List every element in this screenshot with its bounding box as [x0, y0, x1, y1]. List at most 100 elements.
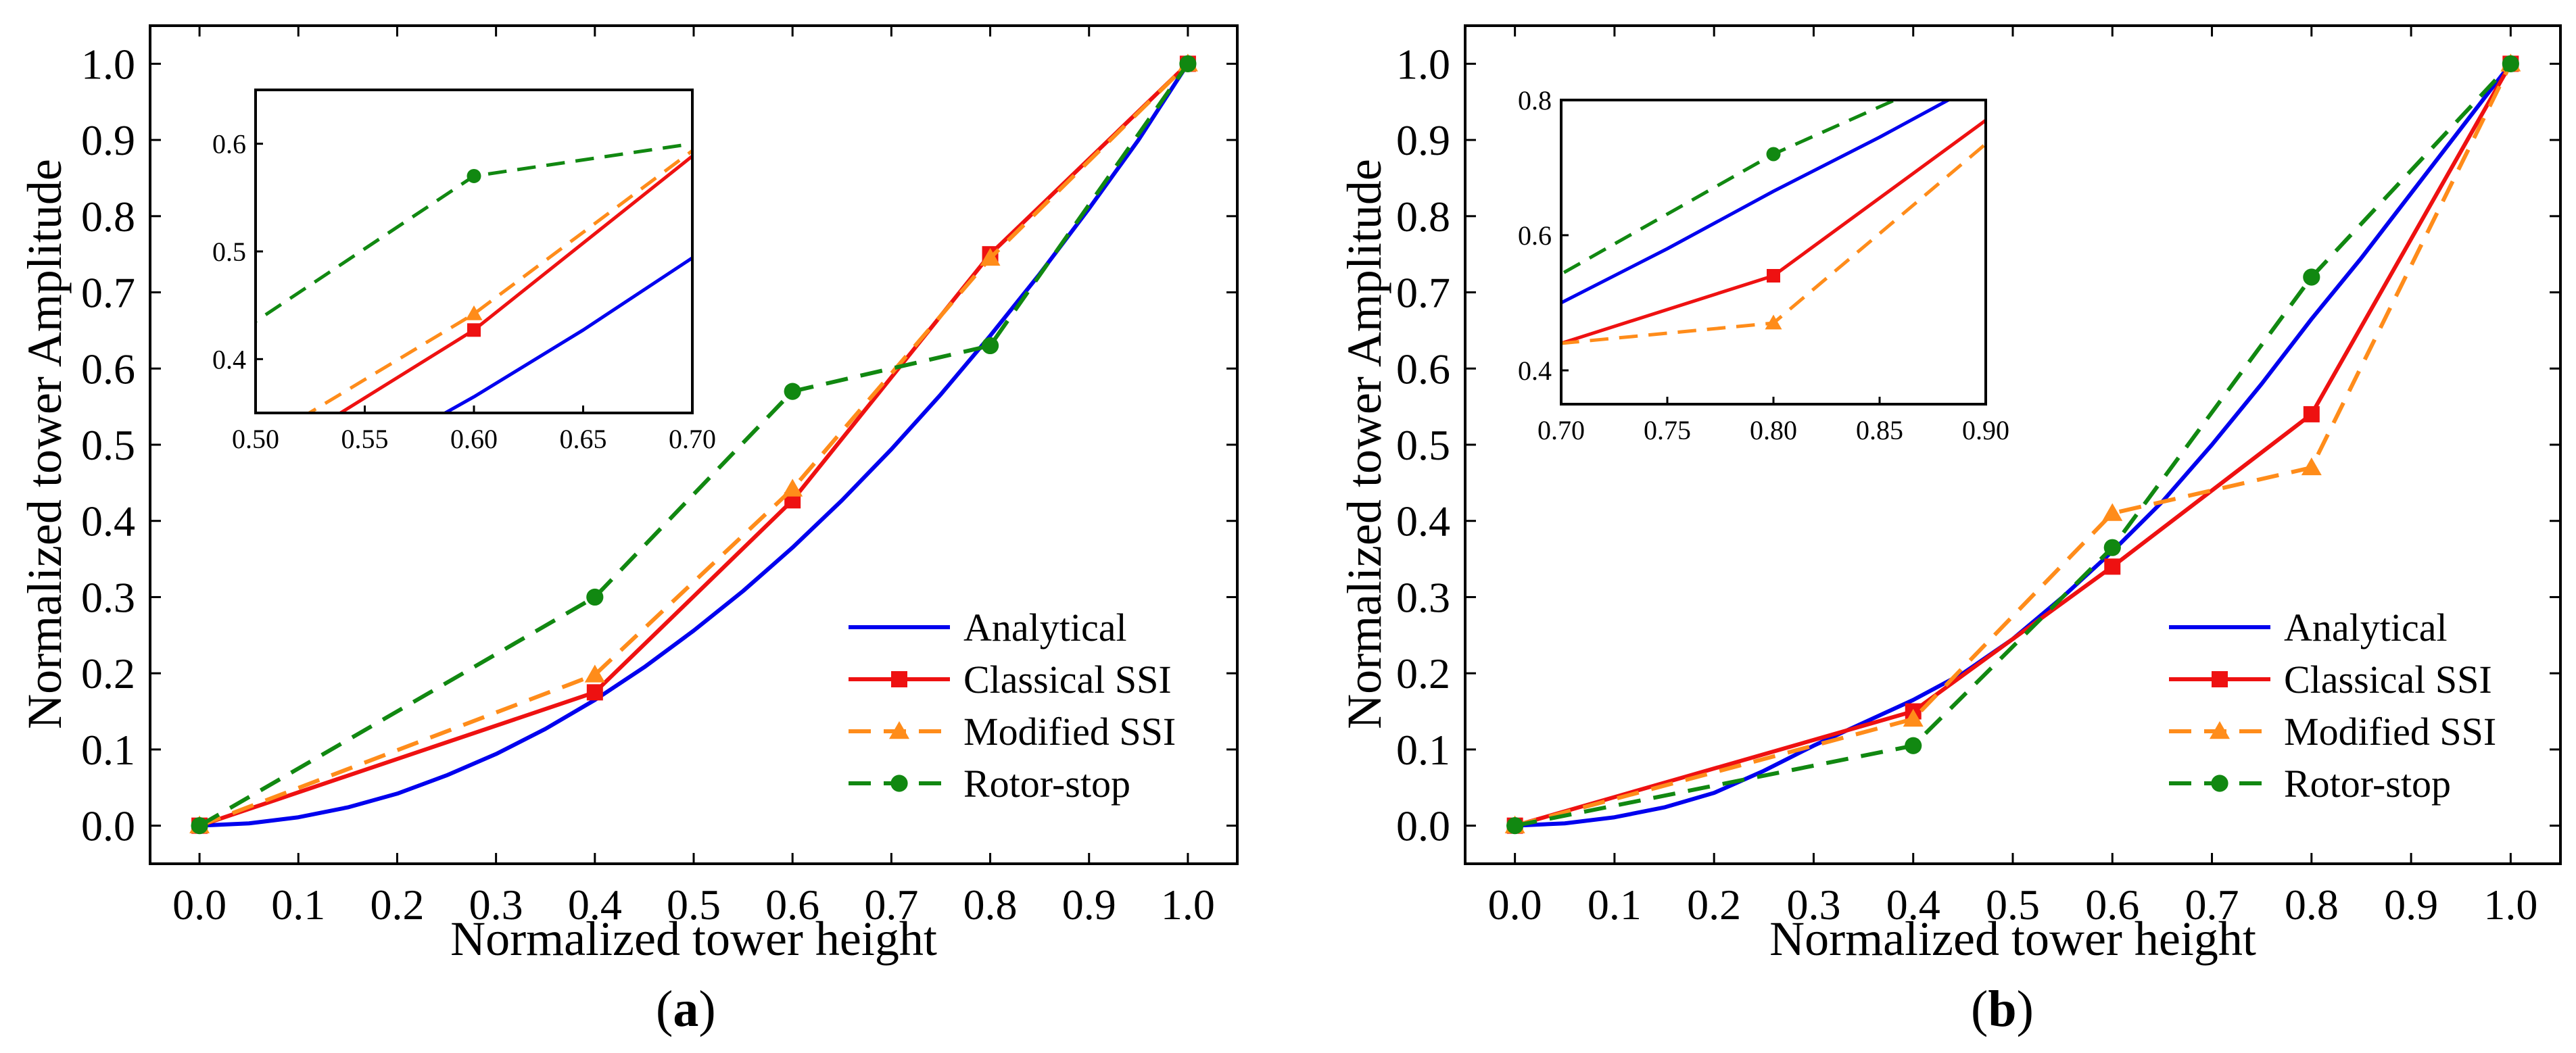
inset-y-tick-label: 0.4 [212, 344, 246, 374]
legend-marker-rotor-stop [890, 775, 908, 792]
inset-x-tick-label: 0.75 [1644, 415, 1691, 445]
inset-background [1561, 100, 1986, 404]
x-tick-label: 0.5 [1986, 881, 2040, 929]
legend-marker-modified-ssi [2210, 721, 2230, 739]
rotor-stop-marker [981, 337, 999, 355]
inset-classical-ssi-marker [467, 323, 481, 337]
inset-rotor-stop-marker [904, 104, 918, 118]
rotor-stop-marker [2303, 268, 2320, 286]
legend-label-analytical: Analytical [2284, 606, 2448, 650]
inset-x-tick-label: 0.60 [450, 424, 498, 454]
panel-label: (a) [656, 981, 716, 1037]
inset-modified-ssi-marker [916, 538, 933, 553]
y-tick-label: 0.1 [81, 726, 135, 774]
classical-ssi-marker [2303, 406, 2320, 422]
x-tick-label: 0.9 [1062, 881, 1116, 929]
inset-y-tick-label: 0.6 [212, 129, 246, 160]
inset-modified-ssi-marker [465, 305, 483, 320]
y-tick-label: 0.7 [1396, 269, 1450, 317]
legend-label-analytical: Analytical [963, 606, 1127, 650]
inset-classical-ssi-marker [1767, 269, 1780, 283]
legend-label-rotor-stop: Rotor-stop [963, 762, 1130, 806]
y-tick-label: 0.4 [81, 497, 135, 545]
series-line-analytical [199, 62, 1190, 828]
rotor-stop-marker [2103, 539, 2121, 556]
rotor-stop-marker [1905, 737, 1922, 754]
panel-label-paren-open: ( [1971, 981, 1988, 1037]
inset-x-tick-label: 0.70 [1537, 415, 1585, 445]
rotor-stop-marker [586, 588, 604, 606]
y-tick-label: 0.1 [1396, 726, 1450, 774]
y-tick-label: 0.8 [1396, 193, 1450, 241]
inset-x-tick-label: 0.70 [669, 424, 716, 454]
series-group [189, 53, 1198, 835]
x-tick-label: 0.0 [172, 881, 226, 929]
x-tick-label: 0.3 [1786, 881, 1840, 929]
y-axis-title: Normalized tower Amplitude [1337, 159, 1391, 729]
rotor-stop-marker [191, 817, 208, 835]
y-tick-label: 0.4 [1396, 497, 1450, 545]
x-tick-label: 0.1 [1588, 881, 1642, 929]
y-tick-label: 0.0 [1396, 802, 1450, 850]
y-tick-label: 0.9 [81, 116, 135, 164]
y-tick-label: 0.2 [81, 650, 135, 697]
y-tick-label: 1.0 [81, 40, 135, 88]
inset-series-line-classical-ssi [1561, 118, 1986, 345]
y-tick-label: 0.3 [1396, 573, 1450, 621]
inset-classical-ssi-marker [917, 533, 931, 546]
inset-series-line-analytical [1561, 100, 1952, 305]
inset-series-group [916, 100, 1986, 577]
inset-rotor-stop-marker [917, 563, 932, 577]
legend-label-rotor-stop: Rotor-stop [2284, 762, 2451, 806]
classical-ssi-marker [2104, 558, 2121, 575]
series-group [1504, 53, 2521, 835]
x-tick-label: 0.7 [864, 881, 918, 929]
x-tick-label: 1.0 [1161, 881, 1215, 929]
legend: Analytical Classical SSI Modified SSI Rotor… [2169, 606, 2496, 806]
legend-label-modified-ssi: Modified SSI [2284, 710, 2496, 754]
inset-y-tick-label: 0.8 [1518, 85, 1552, 116]
y-tick-label: 0.7 [81, 269, 135, 317]
x-axis-title: Normalized tower height [450, 912, 937, 966]
x-tick-label: 0.2 [370, 881, 424, 929]
panel-label: (b) [1971, 981, 2034, 1037]
modified-ssi-marker [1903, 708, 1924, 727]
legend: Analytical Classical SSI Modified SSI Rotor… [849, 606, 1176, 806]
y-tick-label: 1.0 [1396, 40, 1450, 88]
y-tick-label: 0.6 [81, 345, 135, 393]
y-axis-title: Normalized tower Amplitude [18, 159, 72, 729]
panel-label-letter: b [1988, 981, 2016, 1037]
modified-ssi-marker [2102, 503, 2123, 521]
inset: 0.70 0.75 0.80 0.85 0.90 0.4 0.6 0.8 [916, 85, 2009, 577]
x-tick-label: 0.9 [2384, 881, 2438, 929]
inset-y-tick-label: 0.6 [1518, 220, 1552, 251]
inset-y-tick-label: 0.5 [212, 237, 246, 267]
x-tick-label: 0.8 [963, 881, 1018, 929]
inset-x-tick-label: 0.85 [1856, 415, 1903, 445]
modified-ssi-marker [584, 664, 605, 683]
inset: 0.50 0.55 0.60 0.65 0.70 0.4 0.5 0.6 [212, 89, 918, 454]
y-tick-label: 0.2 [1396, 650, 1450, 697]
inset-rotor-stop-marker [1766, 147, 1781, 162]
x-tick-label: 0.3 [469, 881, 523, 929]
rotor-stop-marker [784, 383, 801, 400]
modified-ssi-marker [980, 247, 1001, 266]
inset-x-tick-label: 0.50 [232, 424, 279, 454]
x-tick-label: 0.8 [2285, 881, 2339, 929]
x-tick-label: 0.2 [1687, 881, 1741, 929]
rotor-stop-marker [1179, 55, 1197, 72]
x-tick-label: 0.5 [667, 881, 721, 929]
inset-background [256, 90, 692, 413]
legend-label-classical-ssi: Classical SSI [2284, 658, 2492, 702]
x-axis-title: Normalized tower height [1769, 912, 2256, 966]
x-tick-label: 0.6 [2085, 881, 2139, 929]
panel-label-paren-close: ) [698, 981, 715, 1037]
y-tick-label: 0.9 [1396, 116, 1450, 164]
x-tick-label: 1.0 [2483, 881, 2537, 929]
panel-b: 0.0 0.1 0.2 0.3 0.4 0.5 0.6 0.7 0.8 0.9 1.0 0.0 0.1 0… [916, 24, 2562, 1037]
inset-x-tick-label: 0.55 [341, 424, 389, 454]
y-tick-label: 0.5 [81, 421, 135, 469]
rotor-stop-marker [2502, 55, 2519, 72]
x-tick-label: 0.0 [1488, 881, 1542, 929]
